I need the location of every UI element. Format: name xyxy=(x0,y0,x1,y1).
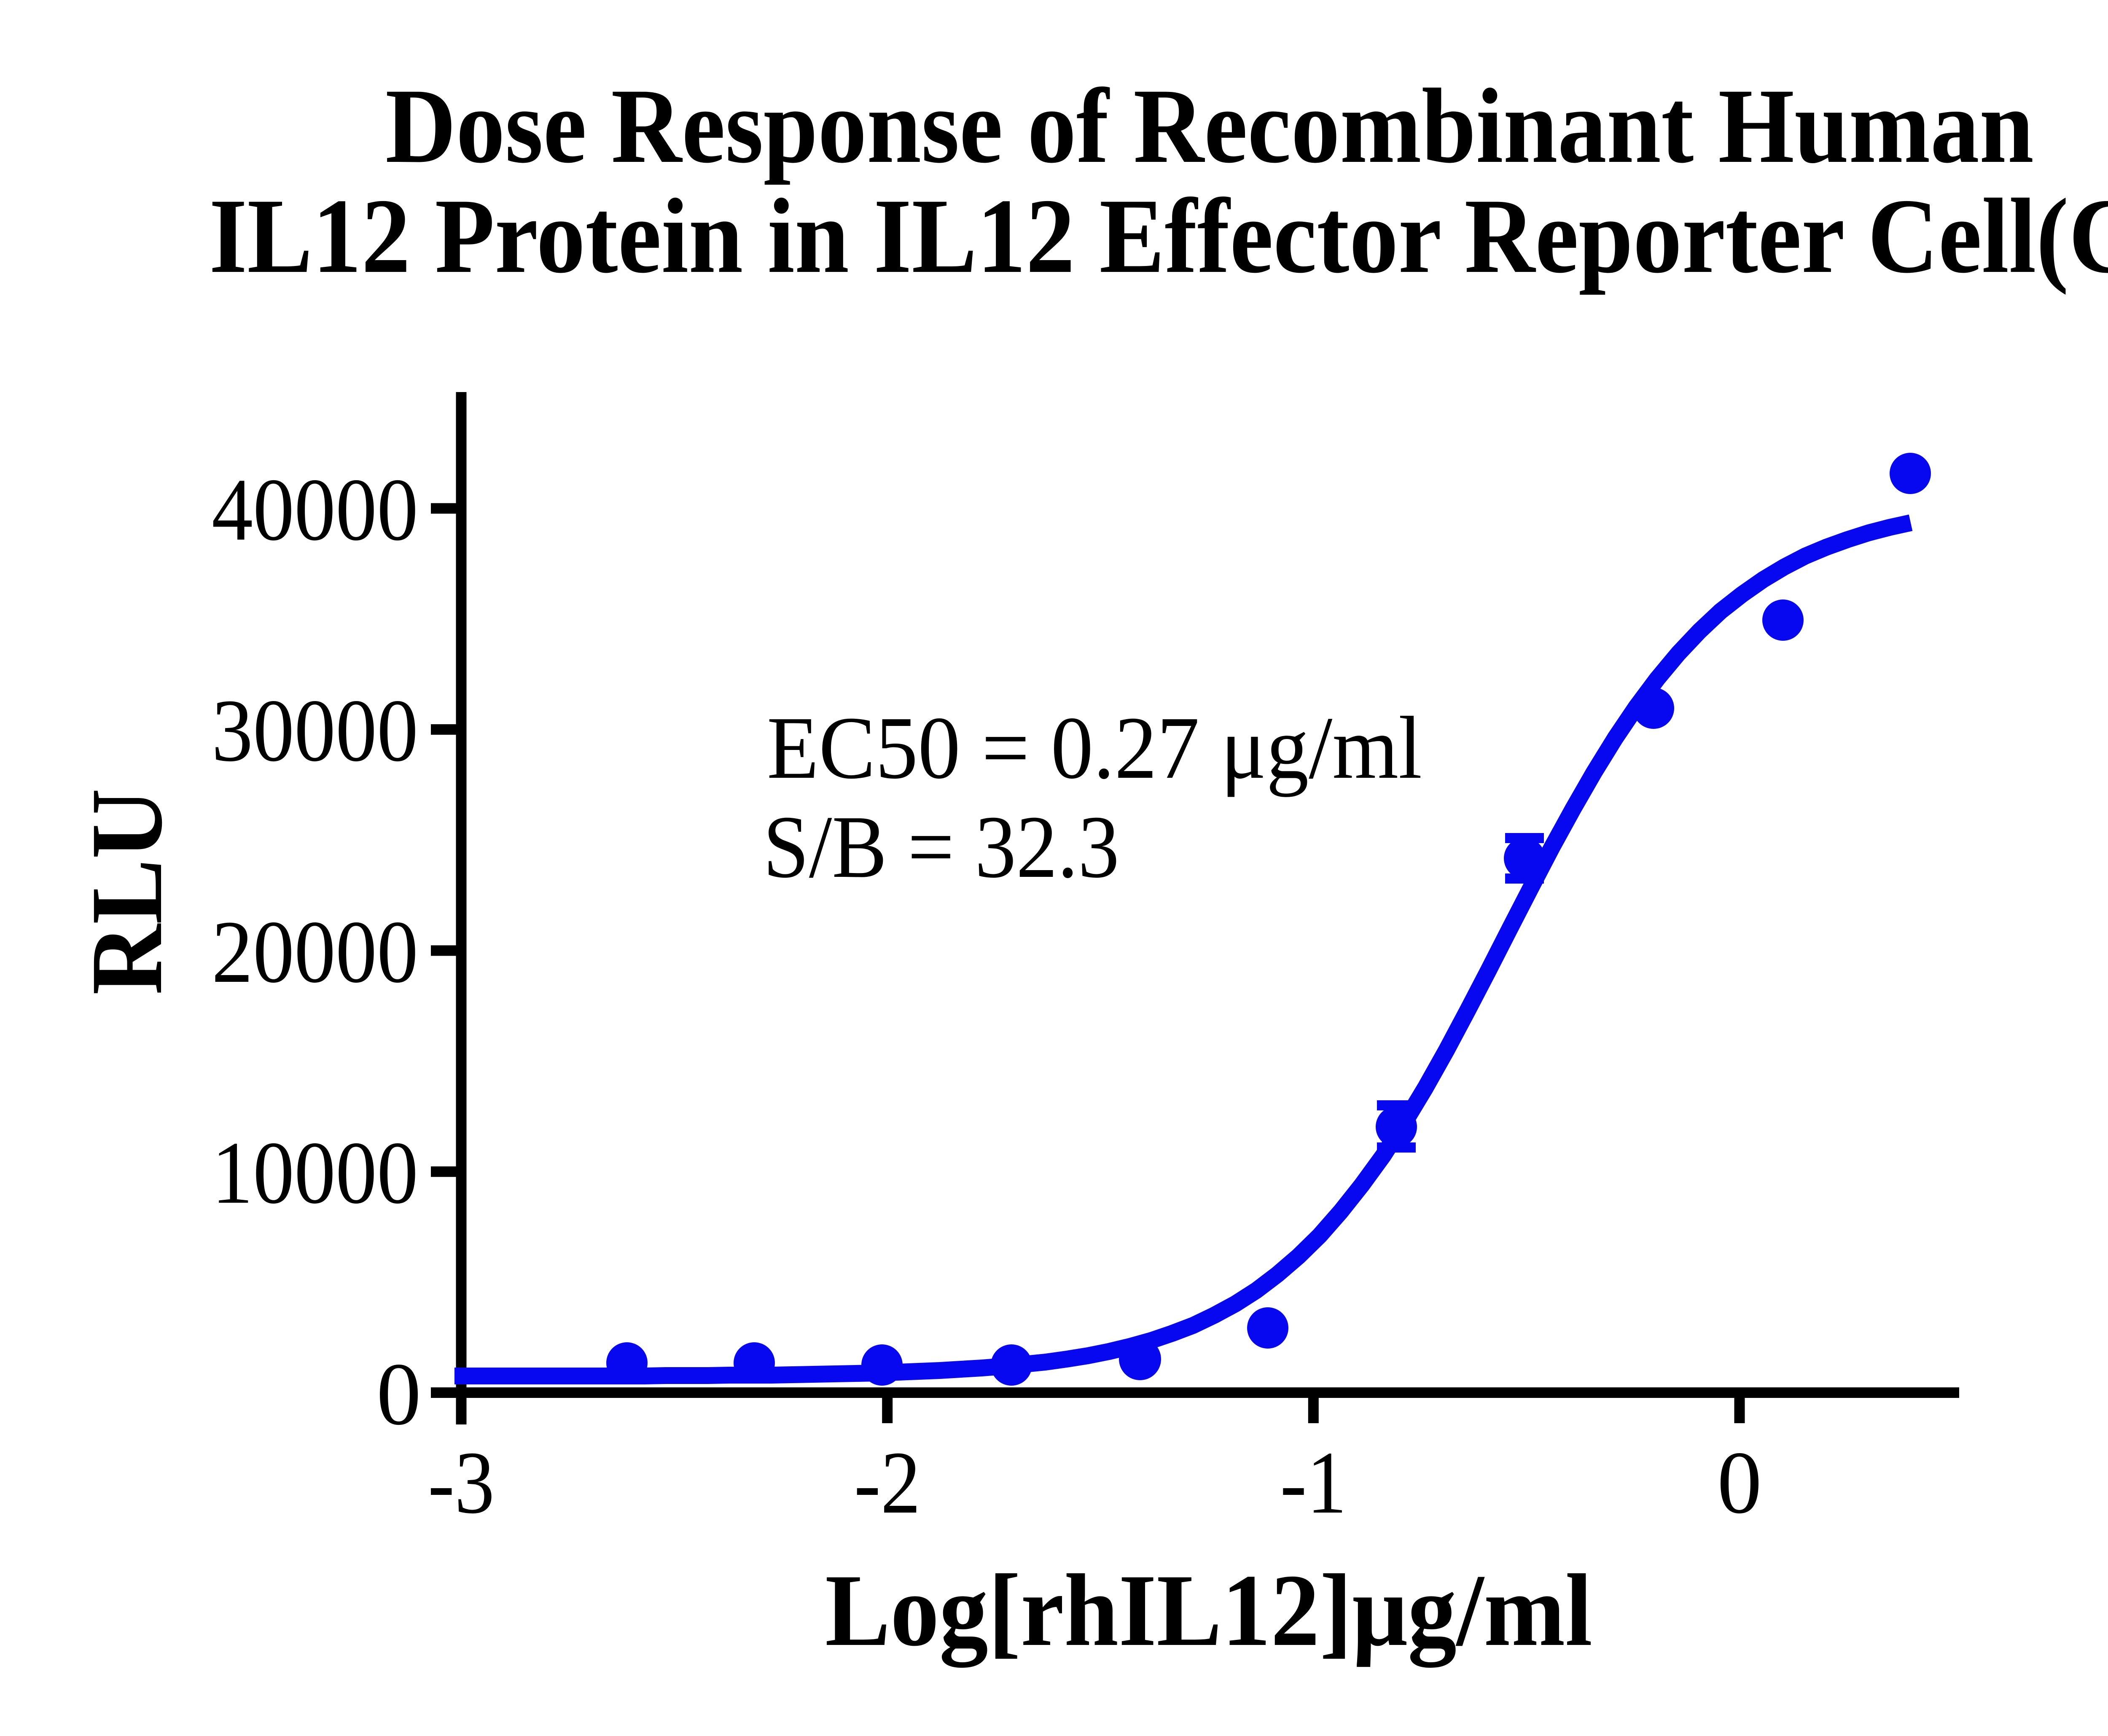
svg-text:10000: 10000 xyxy=(212,1123,418,1222)
svg-text:-1: -1 xyxy=(1280,1433,1347,1532)
svg-text:30000: 30000 xyxy=(212,681,418,780)
svg-text:-3: -3 xyxy=(428,1433,495,1532)
svg-text:20000: 20000 xyxy=(212,902,418,1001)
svg-text:40000: 40000 xyxy=(212,460,418,559)
svg-text:EC50 = 0.27 μg/ml: EC50 = 0.27 μg/ml xyxy=(767,698,1422,797)
svg-text:IL12 Protein in IL12 Effector: IL12 Protein in IL12 Effector Reporter C… xyxy=(209,177,2108,295)
svg-text:0: 0 xyxy=(376,1344,421,1443)
svg-text:0: 0 xyxy=(1717,1433,1762,1532)
svg-text:Log[rhIL12]μg/ml: Log[rhIL12]μg/ml xyxy=(825,1553,1592,1668)
svg-text:Dose Response of Recombinant H: Dose Response of Recombinant Human xyxy=(385,67,2034,185)
svg-text:S/B = 32.3: S/B = 32.3 xyxy=(763,797,1119,896)
svg-text:RLU: RLU xyxy=(70,788,183,995)
svg-text:-2: -2 xyxy=(854,1433,921,1532)
